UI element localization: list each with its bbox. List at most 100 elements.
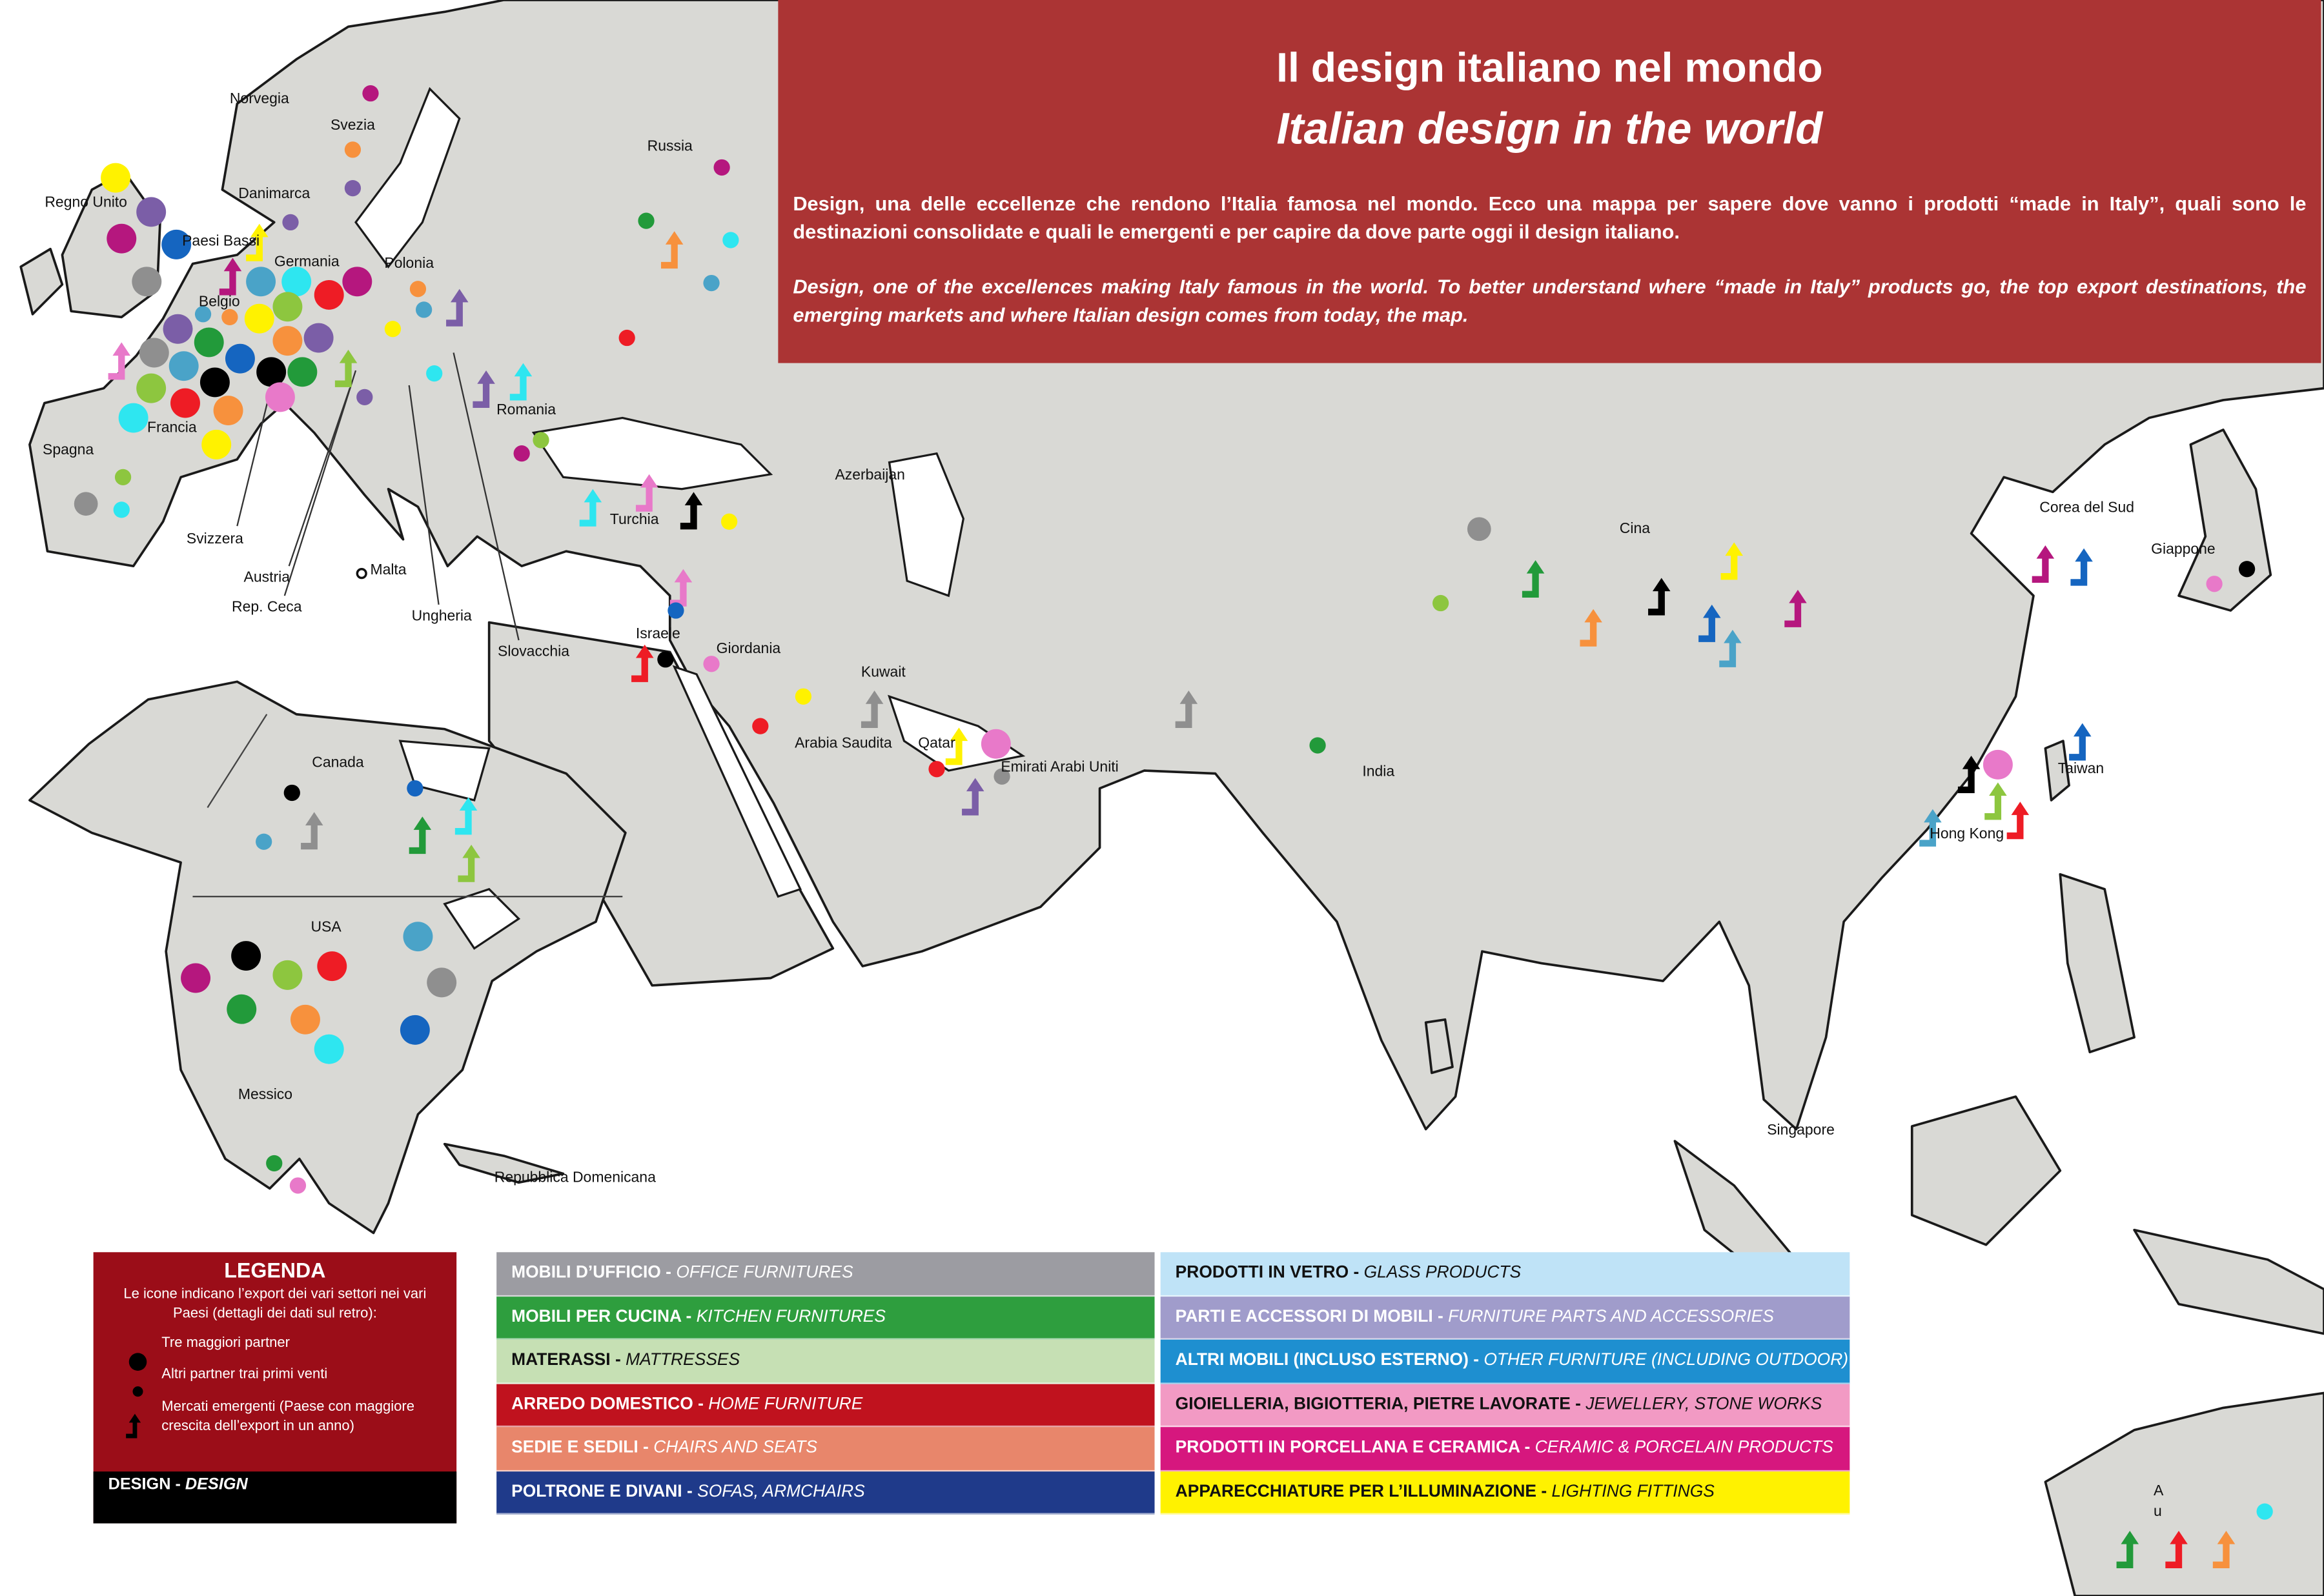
arrow-marker: [2116, 1530, 2139, 1568]
dot-marker: [199, 367, 230, 398]
country-label: Romania: [496, 401, 556, 418]
country-label: Francia: [147, 419, 197, 436]
dot-marker: [407, 780, 423, 797]
sector-band: PRODOTTI IN PORCELLANA E CERAMICA - CERA…: [1160, 1427, 1850, 1471]
arrow-marker: [301, 812, 323, 850]
sector-name-en: CERAMIC & PORCELAIN PRODUCTS: [1534, 1439, 1833, 1457]
arrow-stem: [301, 823, 318, 850]
black-sea: [531, 416, 773, 490]
country-label: Paesi Bassi: [182, 232, 260, 248]
arrow-marker: [1957, 756, 1981, 794]
dot-marker: [272, 960, 303, 990]
arrow-head: [2011, 802, 2030, 815]
borneo: [1910, 1095, 2062, 1246]
arrow-stem: [1919, 821, 1937, 847]
corner-label: Au: [2153, 1483, 2164, 1520]
dot-marker: [283, 784, 300, 802]
arrow-marker: [861, 691, 884, 729]
dot-marker: [231, 941, 261, 971]
dot-marker: [2238, 561, 2256, 578]
arrow-head: [1526, 560, 1545, 574]
arrow-head: [640, 474, 658, 488]
arrow-head: [2073, 723, 2092, 737]
dot-marker: [314, 279, 344, 310]
arrow-stem: [1580, 621, 1597, 647]
icon-big-dot: [128, 1353, 147, 1371]
sector-name: APPARECCHIATURE PER L’ILLUMINAZIONE -: [1175, 1482, 1547, 1500]
dot-marker: [213, 396, 243, 426]
arrow-head: [250, 223, 269, 237]
country-label: Israele: [636, 625, 680, 641]
country-label: Danimarca: [238, 185, 310, 201]
dot-marker: [638, 212, 655, 229]
legend-title: LEGENDA: [224, 1258, 326, 1282]
sector-name-en: CHAIRS AND SEATS: [653, 1439, 818, 1457]
arrow-stem: [473, 382, 490, 409]
arrow-stem: [509, 374, 527, 401]
arrow-marker: [945, 727, 968, 765]
country-label: Norvegia: [230, 90, 289, 106]
dot-marker: [290, 1004, 320, 1035]
dot-marker: [289, 1177, 307, 1194]
country-label: Slovacchia: [498, 642, 569, 659]
legend-icons: [126, 1353, 147, 1439]
arrow-stem: [1720, 554, 1738, 580]
arrow-stem: [446, 301, 463, 327]
dot-marker: [225, 343, 255, 374]
leader-lines: [236, 352, 520, 641]
arrow-head: [2036, 545, 2055, 559]
dot-marker: [161, 229, 192, 259]
arrow-marker: [446, 288, 469, 327]
sector-name-en: FURNITURE PARTS AND ACCESSORIES: [1448, 1308, 1774, 1326]
arrow-head: [112, 342, 131, 356]
country-label: Spagna: [43, 441, 94, 458]
sector-name-en: JEWELLERY, STONE WORKS: [1585, 1395, 1822, 1413]
arrow-stem: [2006, 813, 2024, 840]
arrow-marker: [246, 223, 269, 261]
sector-band: MOBILI PER CUCINA - KITCHEN FURNITURES: [496, 1296, 1155, 1340]
arrow-stem: [1175, 702, 1192, 729]
dot-marker: [246, 267, 276, 297]
arrow-stem: [108, 354, 125, 380]
arrow-marker: [1648, 578, 1671, 616]
country-label: Svizzera: [187, 530, 243, 547]
arrow-stem: [2165, 1542, 2183, 1568]
leader-line: [408, 385, 440, 605]
legend-description: Le icone indicano l’export dei vari sett…: [123, 1286, 427, 1322]
arrow-stem: [579, 501, 596, 527]
arrow-head: [2170, 1530, 2188, 1544]
dot-marker: [303, 323, 334, 353]
dot-marker: [287, 357, 318, 387]
caspian-sea: [888, 452, 965, 598]
arrow-head: [1989, 782, 2007, 796]
country-label: Regno Unito: [45, 194, 127, 210]
dot-marker: [795, 688, 812, 705]
arrow-marker: [1984, 782, 2007, 820]
japan: [2177, 429, 2272, 612]
arrow-stem: [2116, 1542, 2134, 1568]
dot-marker: [427, 967, 457, 998]
dot-marker: [244, 303, 274, 334]
arrow-stem: [945, 739, 963, 765]
footer-name: DESIGN -: [108, 1476, 181, 1494]
arrow-stem: [1698, 616, 1715, 642]
dot-marker: [132, 267, 162, 297]
arrow-marker: [108, 342, 131, 380]
dot-marker: [720, 513, 738, 530]
country-label: Kuwait: [861, 663, 906, 680]
arrow-marker: [962, 778, 984, 816]
ireland: [19, 247, 64, 316]
country-label: Hong Kong: [1930, 825, 2004, 842]
arrow-stem: [1957, 767, 1975, 794]
dot-marker: [668, 602, 684, 619]
arrow-stem: [219, 269, 236, 296]
legend-item: Mercati emergenti (Paese con maggiore cr…: [161, 1399, 415, 1435]
arrow-head: [865, 691, 884, 704]
sector-name: POLTRONE E DIVANI -: [511, 1482, 693, 1500]
footer-name-en: DESIGN: [185, 1476, 248, 1494]
dot-marker: [356, 389, 373, 406]
dot-marker: [752, 718, 769, 734]
sector-name: PRODOTTI IN PORCELLANA E CERAMICA -: [1175, 1439, 1531, 1457]
